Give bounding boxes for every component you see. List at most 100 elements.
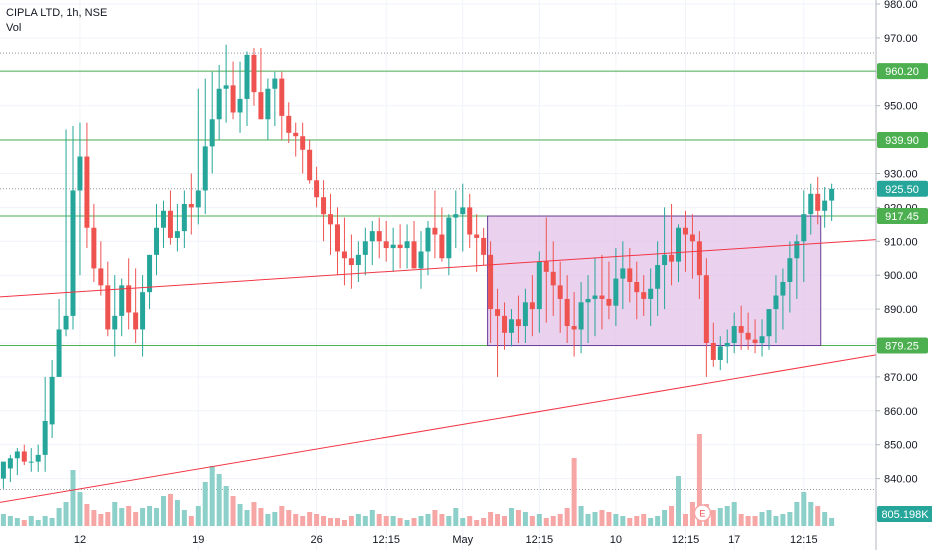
candle-body [154, 227, 160, 255]
current-volume-label: 805.198K [881, 509, 929, 521]
candle-body [564, 298, 570, 327]
candle-body [578, 302, 584, 330]
volume-bar [307, 512, 313, 526]
candle-body [550, 271, 556, 286]
volume-bar [439, 514, 445, 526]
candle-body [7, 458, 13, 469]
price-axis[interactable]: 840.00850.00860.00870.00880.00890.00900.… [875, 0, 932, 550]
level-price-label: 917.45 [885, 211, 919, 223]
volume-bar [815, 506, 821, 526]
candle-body [502, 315, 508, 333]
candle-body [641, 292, 647, 299]
volume-bar [564, 508, 570, 526]
volume-bar [515, 510, 521, 526]
volume-bar [453, 508, 459, 526]
volume-bar [446, 516, 452, 526]
volume-bar [432, 510, 438, 526]
volume-bar [244, 510, 250, 526]
volume-bar [481, 518, 487, 526]
candle-body [77, 156, 83, 191]
volume-bar [467, 516, 473, 526]
time-tick-label: 12:15 [372, 534, 400, 546]
candle-body [439, 234, 445, 259]
volume-bar [502, 516, 508, 526]
candle-body [536, 261, 542, 310]
candle-body [272, 78, 278, 89]
volume-bar [14, 518, 20, 526]
candle-body [522, 302, 528, 327]
volume-bar [425, 514, 431, 526]
candle-body [724, 343, 730, 347]
volume-bar [495, 514, 501, 526]
range-box[interactable] [487, 215, 822, 347]
trendline [0, 239, 877, 298]
candle-body [710, 343, 716, 360]
earnings-event-label: E [699, 509, 705, 519]
candle-body [251, 54, 257, 93]
candle-body [49, 376, 55, 425]
candle-body [794, 241, 800, 259]
volume-bar [641, 514, 647, 526]
volume-bar [63, 502, 69, 526]
volume-bar [634, 516, 640, 526]
time-axis[interactable]: 12 19 26 12:15 May 12:15 10 12:15 17 12:15 [74, 534, 818, 546]
event-marker[interactable]: E [693, 504, 712, 522]
candle-body [592, 295, 598, 299]
volume-bar [822, 512, 828, 526]
price-tick-label: 890.00 [884, 304, 918, 316]
volume-bar [508, 508, 514, 526]
volume-bar [140, 508, 146, 526]
candle-body [696, 241, 702, 276]
volume-bar [648, 518, 654, 526]
time-tick-label: 19 [192, 534, 204, 546]
volume-bar [801, 492, 807, 526]
candle-body [133, 312, 139, 330]
volume-bar [669, 506, 675, 526]
trendlines[interactable] [0, 239, 877, 503]
price-tick-label: 840.00 [884, 474, 918, 486]
volume-bar [676, 476, 682, 526]
candle-body [627, 268, 633, 282]
level-price-label: 879.25 [885, 341, 919, 353]
candle-body [773, 295, 779, 310]
volume-bar [759, 512, 765, 526]
candle-body [731, 326, 737, 343]
candle-body [202, 146, 208, 191]
volume-bar [160, 496, 166, 526]
volume-bar [147, 506, 153, 526]
volume-bar [174, 500, 180, 526]
candle-body [307, 149, 313, 181]
candle-body [230, 85, 236, 113]
current-price-label-bg [877, 180, 928, 197]
candles [0, 44, 835, 489]
volume-bar [460, 518, 466, 526]
candle-body [390, 244, 396, 249]
volume-bar [571, 458, 577, 526]
candle-body [689, 234, 695, 242]
volume-bar [209, 466, 215, 526]
level-price-label-bg [877, 63, 928, 80]
candle-body [446, 217, 452, 259]
candle-body [404, 241, 410, 249]
volume-bar [154, 508, 160, 526]
volume-bar [418, 516, 424, 526]
level-price-label-bg [877, 337, 928, 354]
trendline [0, 354, 877, 503]
candle-body [209, 119, 215, 147]
candle-body [195, 190, 201, 208]
volume-bar [376, 514, 382, 526]
volume-bar [272, 512, 278, 526]
candle-body [237, 98, 243, 113]
time-tick-label: May [452, 534, 473, 546]
candle-body [481, 237, 487, 255]
candle-body [14, 451, 20, 459]
candle-body [815, 193, 821, 211]
candle-body [557, 285, 563, 299]
volume-bar [279, 506, 285, 526]
candle-body [738, 326, 744, 333]
volume-bar [550, 516, 556, 526]
volume-bar [230, 496, 236, 526]
volume-bar [522, 512, 528, 526]
volume-bar [293, 514, 299, 526]
